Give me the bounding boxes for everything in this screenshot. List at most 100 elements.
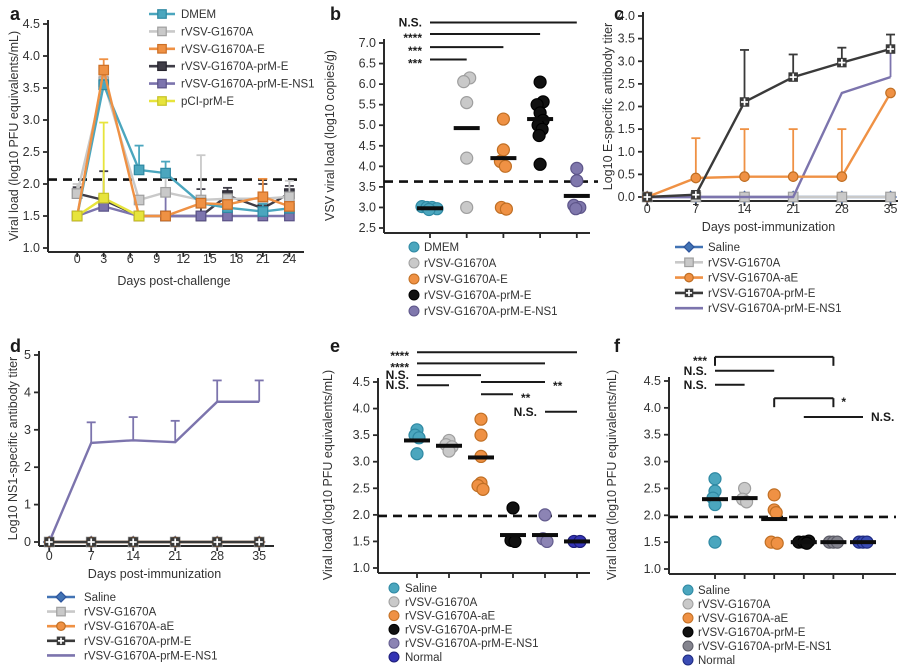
data-point bbox=[460, 151, 474, 165]
group-rVSV-G1670A-prM-E bbox=[500, 501, 526, 549]
y-tick-label: 3.5 bbox=[353, 428, 370, 442]
legend-label: rVSV-G1670A bbox=[424, 258, 497, 270]
significance-annotation: **** bbox=[390, 349, 577, 363]
marker-square bbox=[885, 191, 896, 203]
legend-label: rVSV-G1670A-prM-E-NS1 bbox=[698, 641, 832, 653]
y-tick-label: 3.0 bbox=[353, 455, 370, 469]
y-tick-label: 1.5 bbox=[23, 209, 40, 223]
y-tick-label: 7.0 bbox=[359, 36, 376, 50]
y-tick-label: 2.5 bbox=[353, 481, 370, 495]
legend-label: rVSV-G1670A bbox=[84, 607, 157, 619]
data-point bbox=[474, 412, 488, 426]
x-tick-label: 28 bbox=[210, 549, 224, 563]
group-Normal bbox=[850, 535, 876, 549]
legend-item-rVSV-G1670A-prM-E-NS1: rVSV-G1670A-prM-E-NS1 bbox=[408, 305, 558, 318]
legend-label: Saline bbox=[708, 242, 740, 254]
significance-annotation: *** bbox=[408, 56, 467, 70]
panel-c-label: c bbox=[614, 4, 625, 24]
data-point bbox=[460, 96, 474, 110]
y-tick-label: 4.5 bbox=[359, 139, 376, 153]
legend-label: rVSV-G1670A-prM-E bbox=[84, 636, 192, 648]
legend-label: rVSV-G1670A bbox=[708, 257, 781, 269]
data-point bbox=[457, 75, 471, 89]
marker-square bbox=[157, 9, 167, 19]
legend-item-rVSV-G1670A: rVSV-G1670A bbox=[149, 26, 254, 38]
marker-square bbox=[284, 201, 295, 212]
y-tick-label: 2.5 bbox=[23, 145, 40, 159]
significance-annotation: *** bbox=[693, 354, 835, 368]
y-tick-label: 3.5 bbox=[644, 428, 661, 442]
significance-annotation: *** bbox=[408, 44, 504, 58]
legend: Saline rVSV-G1670A rVSV-G1670A-aE rVSV-G167… bbox=[47, 591, 218, 662]
legend-label: Saline bbox=[698, 585, 730, 597]
legend-label: Saline bbox=[84, 592, 116, 604]
data-point bbox=[708, 535, 722, 549]
legend-item-rVSV-G1670A-E: rVSV-G1670A-E bbox=[408, 273, 508, 286]
series-line bbox=[76, 205, 290, 218]
median-bar bbox=[500, 533, 526, 538]
panel-a-label: a bbox=[10, 4, 21, 24]
y-axis-title: Viral load (log10 PFU equivalents/mL) bbox=[605, 370, 619, 580]
significance-label: N.S. bbox=[871, 410, 894, 424]
group-rVSV-G1670A-prM-E bbox=[527, 75, 554, 171]
legend-item-Saline: Saline bbox=[47, 591, 116, 604]
x-tick-label: 21 bbox=[256, 252, 270, 266]
x-tick-label: 24 bbox=[282, 252, 296, 266]
marker-circle bbox=[885, 87, 896, 99]
median-bar bbox=[532, 533, 558, 538]
significance-label: **** bbox=[390, 349, 409, 363]
marker-square bbox=[257, 206, 269, 217]
data-point bbox=[769, 506, 783, 520]
x-tick-label: 21 bbox=[786, 202, 800, 216]
panel-b-label: b bbox=[330, 4, 341, 24]
significance-label: N.S. bbox=[386, 368, 409, 382]
marker-square bbox=[284, 191, 295, 203]
marker-square-cross bbox=[254, 537, 264, 547]
significance-label: N.S. bbox=[684, 364, 707, 378]
y-tick-label: 0.0 bbox=[618, 190, 635, 204]
y-tick-label: 3 bbox=[24, 423, 31, 437]
panel-b: b 2.5 3.0 3.5 4.0 4.5 5.0 5.5 6.0 6.5 7.0 VSV vira… bbox=[318, 4, 600, 334]
y-tick-label: 4.0 bbox=[644, 401, 661, 415]
group-Saline bbox=[404, 423, 430, 461]
data-point bbox=[498, 159, 512, 173]
series-line bbox=[647, 47, 891, 199]
legend-item-Saline: Saline bbox=[388, 582, 437, 595]
legend-item-rVSV-G1670A: rVSV-G1670A bbox=[47, 607, 157, 619]
data-point bbox=[570, 161, 584, 175]
y-tick-label: 4.0 bbox=[23, 49, 40, 63]
data-point bbox=[767, 488, 781, 502]
x-axis-title: Days post-challenge bbox=[117, 274, 230, 288]
marker-square bbox=[195, 210, 207, 222]
significance-label: N.S. bbox=[386, 378, 409, 392]
legend-item-DMEM: DMEM bbox=[149, 9, 216, 21]
x-tick-label: 18 bbox=[229, 252, 243, 266]
marker-square-cross bbox=[885, 44, 896, 54]
legend-label: rVSV-G1670A-E bbox=[424, 274, 508, 286]
data-point bbox=[474, 428, 488, 442]
y-tick-label: 2.5 bbox=[618, 77, 635, 91]
legend-item-rVSV-G1670A-aE: rVSV-G1670A-aE bbox=[388, 610, 495, 623]
legend-label: rVSV-G1670A-aE bbox=[708, 273, 798, 285]
median-bar bbox=[820, 540, 847, 545]
significance-annotation: ** bbox=[481, 379, 563, 393]
x-tick-label: 15 bbox=[203, 252, 217, 266]
legend: Saline rVSV-G1670A rVSV-G1670A-aE rVSV-G167… bbox=[675, 241, 842, 315]
significance-label: **** bbox=[403, 31, 422, 45]
data-point bbox=[569, 202, 583, 216]
panel-a: a 1.0 1.5 2.0 2.5 3.0 3.5 4.0 4.5 Viral load (lo… bbox=[7, 4, 316, 334]
marker-circle bbox=[690, 172, 702, 184]
marker-square bbox=[684, 257, 694, 268]
x-axis: 0 7 14 21 28 35 bbox=[39, 545, 274, 563]
y-axis-title: VSV viral load (log10 copies/g) bbox=[323, 50, 337, 221]
marker-square bbox=[133, 164, 145, 176]
panel-c: c 0.0 0.5 1.0 1.5 2.0 2.5 3.0 3.5 4.0 Log10 E-spe… bbox=[601, 4, 898, 334]
marker-square bbox=[157, 61, 167, 72]
group-rVSV-G1670A bbox=[436, 433, 462, 458]
marker-square bbox=[836, 191, 848, 203]
legend-label: pCI-prM-E bbox=[181, 96, 234, 108]
y-axis: 1.0 1.5 2.0 2.5 3.0 3.5 4.0 4.5 bbox=[644, 374, 670, 576]
legend-label: rVSV-G1670A bbox=[181, 26, 254, 38]
x-tick-label: 21 bbox=[168, 549, 182, 563]
marker-square-cross bbox=[44, 537, 54, 547]
